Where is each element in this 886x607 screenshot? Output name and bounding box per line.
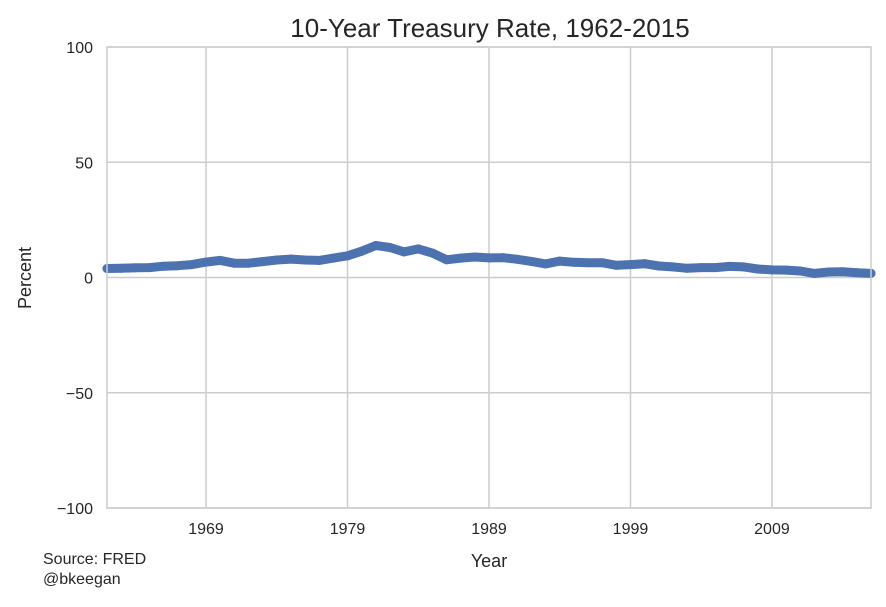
data-point: [286, 254, 296, 264]
data-point: [640, 259, 650, 269]
y-axis-label: Percent: [15, 247, 35, 309]
data-point: [753, 264, 763, 274]
x-tick-label: 1979: [330, 521, 366, 538]
data-point: [229, 258, 239, 268]
x-ticks: 1969 1979 1989 1999 2009: [188, 521, 790, 538]
data-point: [385, 243, 395, 253]
data-point: [442, 255, 452, 265]
source-text: Source: FRED: [43, 551, 147, 568]
data-point: [654, 261, 664, 271]
data-point: [597, 258, 607, 268]
data-point: [569, 257, 579, 267]
data-point: [258, 257, 268, 267]
data-point: [399, 247, 409, 257]
data-point: [272, 255, 282, 265]
data-point: [795, 266, 805, 276]
x-axis-label: Year: [471, 551, 507, 571]
data-point: [739, 262, 749, 272]
data-point: [781, 265, 791, 275]
data-point: [809, 268, 819, 278]
data-point: [173, 261, 183, 271]
x-tick-label: 1969: [188, 521, 224, 538]
y-tick-label: 0: [84, 271, 93, 288]
data-point: [215, 255, 225, 265]
data-point: [243, 258, 253, 268]
data-point: [541, 259, 551, 269]
x-tick-label: 1989: [471, 521, 507, 538]
series-layer: [102, 240, 876, 278]
data-point: [144, 263, 154, 273]
data-point: [427, 248, 437, 258]
data-point: [611, 260, 621, 270]
x-tick-label: 1999: [613, 521, 649, 538]
data-point: [682, 263, 692, 273]
data-point: [130, 263, 140, 273]
y-tick-label: −50: [66, 386, 93, 403]
y-ticks: −100 −50 0 50 100: [57, 40, 93, 518]
source-credit: Source: FRED @bkeegan: [43, 550, 146, 590]
data-point: [696, 263, 706, 273]
data-point: [583, 258, 593, 268]
data-point: [159, 261, 169, 271]
data-point: [187, 260, 197, 270]
data-point: [498, 253, 508, 263]
x-tick-label: 2009: [754, 521, 790, 538]
data-point: [328, 253, 338, 263]
data-point: [201, 257, 211, 267]
grid: [107, 46, 871, 509]
data-point: [668, 262, 678, 272]
y-tick-label: −100: [57, 501, 93, 518]
data-point: [710, 263, 720, 273]
data-point: [357, 246, 367, 256]
plot-frame: [106, 46, 872, 509]
data-point: [470, 252, 480, 262]
data-point: [526, 256, 536, 266]
author-handle: @bkeegan: [43, 571, 121, 588]
data-point: [300, 255, 310, 265]
data-point: [555, 256, 565, 266]
data-point: [343, 251, 353, 261]
data-point: [314, 255, 324, 265]
data-point: [767, 265, 777, 275]
data-point: [852, 268, 862, 278]
data-point: [371, 240, 381, 250]
y-tick-label: 50: [75, 155, 93, 172]
data-point: [625, 260, 635, 270]
data-point: [456, 253, 466, 263]
data-point: [512, 254, 522, 264]
data-point: [484, 253, 494, 263]
data-point: [413, 244, 423, 254]
data-point: [116, 263, 126, 273]
chart-title: 10-Year Treasury Rate, 1962-2015: [290, 13, 689, 43]
data-point: [824, 267, 834, 277]
data-point: [725, 261, 735, 271]
data-point: [838, 267, 848, 277]
y-tick-label: 100: [66, 40, 93, 57]
